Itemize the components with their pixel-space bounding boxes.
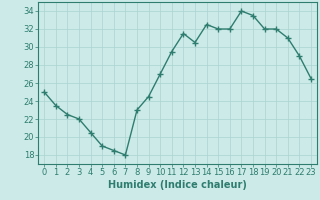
X-axis label: Humidex (Indice chaleur): Humidex (Indice chaleur) [108, 180, 247, 190]
